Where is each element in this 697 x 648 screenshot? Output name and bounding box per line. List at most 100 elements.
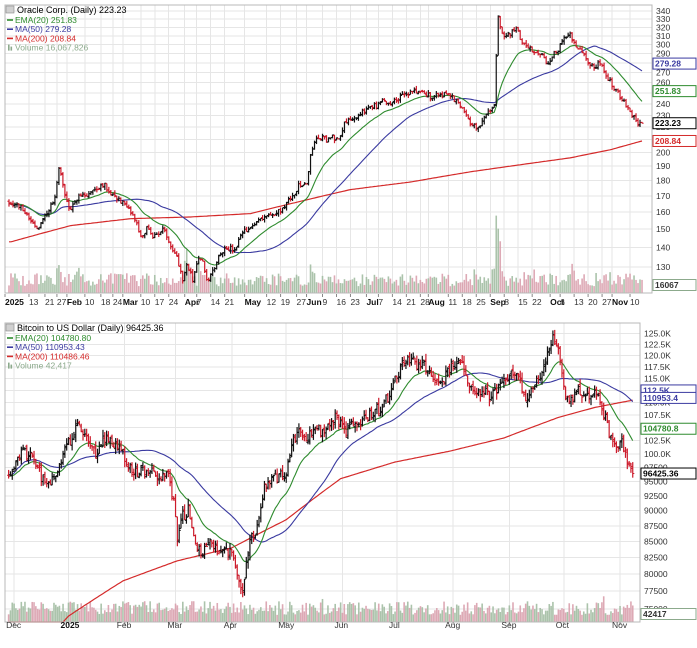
volume-bar: [231, 282, 234, 293]
ohlc-bar: [366, 417, 370, 423]
ohlc-bar: [342, 417, 346, 434]
ohlc-bar: [221, 252, 225, 258]
volume-bar: [169, 284, 172, 293]
volume-bar: [381, 604, 384, 622]
volume-bar: [65, 612, 68, 622]
volume-bar: [537, 612, 540, 622]
ohlc-bar: [41, 217, 45, 225]
volume-bar: [267, 283, 270, 293]
volume-bar: [379, 277, 382, 293]
ohlc-bar: [261, 215, 265, 221]
ohlc-bar: [219, 252, 223, 257]
volume-bar: [341, 612, 344, 622]
x-tick-label: 21: [225, 297, 235, 307]
volume-bar: [100, 274, 102, 293]
volume-bar: [406, 601, 409, 622]
volume-bar: [421, 607, 424, 622]
y-tick-label: 270: [656, 68, 670, 78]
x-tick-label: Jul: [389, 620, 400, 630]
y-tick-label: 120.0K: [644, 351, 671, 361]
volume-bar: [27, 607, 30, 622]
volume-bar: [492, 606, 494, 622]
volume-bar: [514, 612, 516, 622]
volume-bar: [199, 271, 202, 293]
ohlc-bar: [108, 436, 112, 449]
ohlc-bar: [125, 200, 129, 208]
y-tick-label: 190: [656, 161, 670, 171]
ohlc-bar: [247, 226, 251, 233]
volume-bar: [541, 609, 543, 622]
volume-bar: [530, 609, 532, 622]
ohlc-bar: [436, 92, 440, 98]
ohlc-bar: [272, 214, 277, 217]
price-tag-label: 110953.4: [643, 393, 678, 403]
price-tag-label: 104780.8: [643, 424, 679, 434]
volume-bar: [203, 601, 206, 622]
volume-bar: [441, 610, 444, 622]
volume-bar: [533, 269, 535, 293]
price-tag-label: 16067: [655, 280, 679, 290]
volume-bar: [417, 607, 420, 622]
volume-bar: [341, 283, 344, 293]
ohlc-bar: [334, 137, 339, 141]
volume-bar: [545, 282, 547, 293]
volume-bar: [475, 602, 478, 622]
volume-bar: [523, 608, 525, 622]
ma200-line: [9, 140, 643, 243]
volume-bar: [433, 276, 436, 293]
volume-bar: [353, 277, 356, 293]
volume-bar: [333, 275, 336, 293]
ohlc-bar: [346, 423, 350, 440]
volume-bar: [46, 275, 48, 293]
ohlc-bar: [292, 194, 297, 199]
ohlc-bar: [500, 26, 504, 34]
y-tick-label: 240: [656, 99, 670, 109]
volume-bar: [336, 610, 338, 622]
volume-bar: [617, 611, 620, 622]
volume-bar: [76, 271, 78, 293]
volume-bar: [489, 283, 492, 293]
volume-bar: [64, 611, 66, 622]
ohlc-bar: [414, 85, 418, 94]
volume-bar: [16, 278, 18, 293]
volume-bar: [283, 281, 286, 293]
ohlc-bar: [510, 29, 514, 38]
ohlc-bar: [161, 225, 165, 234]
volume-bar: [55, 604, 57, 622]
volume-bar: [69, 601, 72, 622]
volume-bar: [100, 603, 102, 622]
volume-bar: [472, 614, 474, 622]
price-tag-label: 208.84: [655, 136, 681, 146]
ohlc-bar: [468, 116, 472, 127]
ohlc-bar: [592, 63, 596, 71]
volume-bar: [232, 603, 235, 622]
volume-bar: [635, 279, 637, 293]
ohlc-bar: [622, 434, 626, 453]
volume-bar: [25, 611, 28, 622]
ohlc-bar: [95, 448, 100, 464]
volume-bar: [365, 277, 368, 293]
volume-bar: [94, 609, 97, 622]
volume-bar: [470, 611, 473, 622]
volume-bar: [289, 277, 292, 293]
volume-bar: [454, 612, 456, 622]
x-tick-label: 18: [101, 297, 111, 307]
volume-bar: [98, 279, 100, 293]
volume-bar: [265, 601, 268, 622]
price-series: [7, 15, 644, 284]
ohlc-bar: [487, 390, 492, 407]
volume-bar: [113, 603, 115, 622]
ohlc-bar: [613, 437, 617, 448]
volume-bar: [477, 607, 480, 622]
ohlc-bar: [39, 462, 43, 487]
ohlc-bar: [137, 472, 141, 479]
ohlc-bar: [564, 36, 568, 40]
volume-bar: [261, 610, 264, 622]
ohlc-bar: [466, 375, 470, 387]
ohlc-bar: [540, 52, 544, 56]
volume-bar: [174, 603, 177, 622]
ohlc-bar: [448, 93, 452, 100]
volume-bar: [42, 603, 44, 622]
volume-bar: [357, 286, 360, 293]
ohlc-bar: [530, 46, 534, 53]
